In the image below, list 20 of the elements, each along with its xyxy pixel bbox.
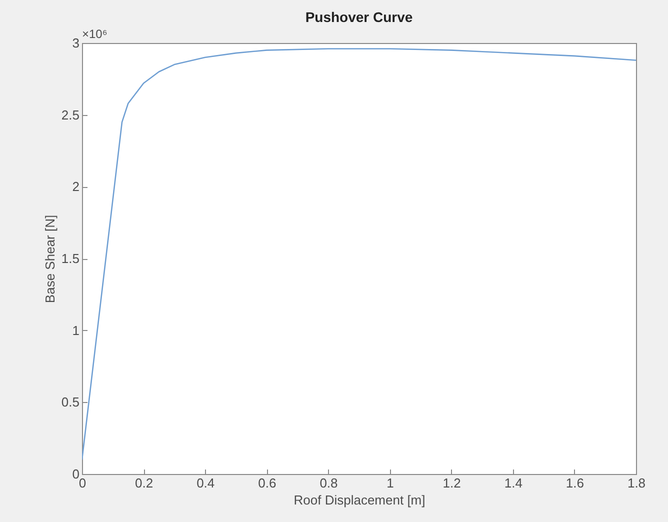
x-tick-label: 1.6 bbox=[566, 476, 584, 490]
y-tick-label: 0.5 bbox=[61, 394, 80, 410]
x-axis-title: Roof Displacement [m] bbox=[294, 492, 426, 508]
x-tick-label: 1.4 bbox=[504, 476, 522, 490]
y-axis-title: Base Shear [N] bbox=[42, 214, 58, 304]
x-tick-label: 0.2 bbox=[135, 476, 154, 490]
y-tick-label: 1.5 bbox=[61, 251, 80, 266]
y-tick-label: 1 bbox=[72, 322, 80, 338]
y-tick-label: 2 bbox=[72, 179, 80, 194]
y-tick-label: 3 bbox=[72, 36, 80, 50]
x-tick-label: 1.2 bbox=[442, 476, 461, 490]
x-tick-label: 1.8 bbox=[627, 476, 646, 490]
line-series bbox=[82, 48, 636, 460]
x-tick-label: 1 bbox=[386, 476, 394, 490]
text: ×10⁶ bbox=[82, 27, 108, 41]
x-tick-label: 0.8 bbox=[320, 476, 338, 490]
chart-title: Pushover Curve bbox=[305, 9, 413, 25]
y-tick-label: 2.5 bbox=[61, 107, 80, 122]
x-tick-label: 0.6 bbox=[258, 476, 276, 490]
x-tick-label: 0.4 bbox=[196, 476, 215, 490]
